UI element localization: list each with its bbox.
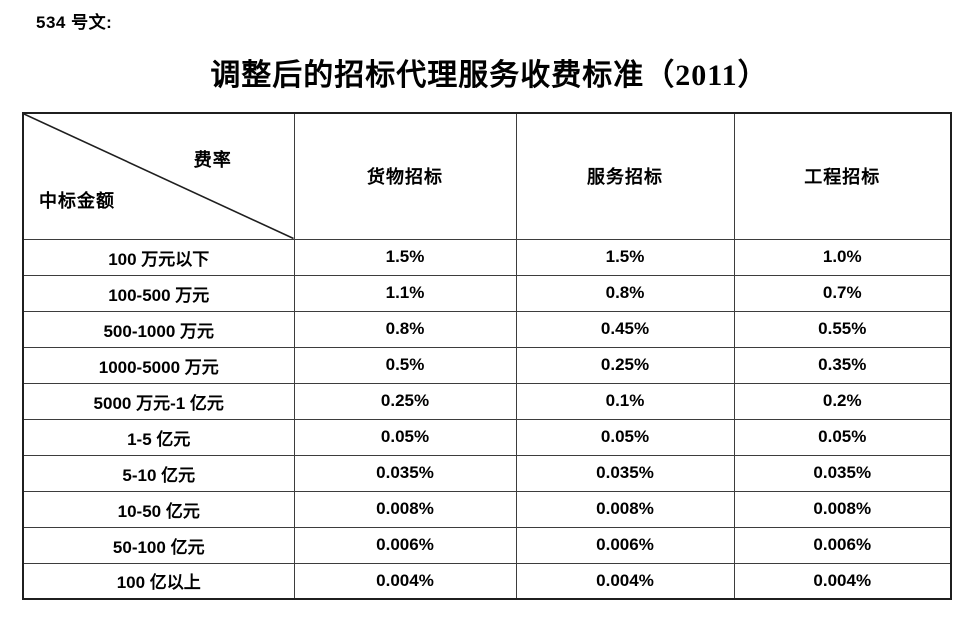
row-label: 5000 万元-1 亿元 bbox=[22, 382, 295, 420]
header-row: 费率 中标金额 货物招标 服务招标 工程招标 bbox=[22, 112, 952, 240]
table-row: 5-10 亿元 0.035% 0.035% 0.035% bbox=[22, 454, 952, 492]
row-label: 100 亿以上 bbox=[22, 562, 295, 600]
table-row: 100-500 万元 1.1% 0.8% 0.7% bbox=[22, 274, 952, 312]
rate-cell: 0.008% bbox=[733, 490, 952, 528]
corner-label-amount: 中标金额 bbox=[39, 190, 115, 211]
rate-cell: 0.035% bbox=[515, 454, 735, 492]
rate-cell: 0.008% bbox=[293, 490, 517, 528]
corner-label-rate: 费率 bbox=[193, 150, 232, 170]
rate-cell: 0.035% bbox=[733, 454, 952, 492]
rate-cell: 0.55% bbox=[733, 310, 952, 348]
rate-cell: 0.8% bbox=[293, 310, 517, 348]
rate-cell: 0.7% bbox=[733, 274, 952, 312]
rate-cell: 0.004% bbox=[293, 562, 517, 600]
table-row: 50-100 亿元 0.006% 0.006% 0.006% bbox=[22, 526, 952, 564]
rate-cell: 0.035% bbox=[293, 454, 517, 492]
diagonal-corner-cell: 费率 中标金额 bbox=[22, 112, 295, 240]
diagonal-line bbox=[24, 114, 294, 239]
row-label: 50-100 亿元 bbox=[22, 526, 295, 564]
table-row: 10-50 亿元 0.008% 0.008% 0.008% bbox=[22, 490, 952, 528]
row-label: 1-5 亿元 bbox=[22, 418, 295, 456]
table-row: 500-1000 万元 0.8% 0.45% 0.55% bbox=[22, 310, 952, 348]
rate-cell: 0.05% bbox=[515, 418, 735, 456]
rate-cell: 0.004% bbox=[733, 562, 952, 600]
rate-cell: 0.2% bbox=[733, 382, 952, 420]
rate-cell: 1.1% bbox=[293, 274, 517, 312]
doc-number-label: 534 号文: bbox=[36, 13, 113, 32]
fee-rate-table: 费率 中标金额 货物招标 服务招标 工程招标 100 万元以下 1.5% 1.5… bbox=[22, 112, 952, 600]
rate-cell: 0.006% bbox=[515, 526, 735, 564]
rate-cell: 1.5% bbox=[515, 238, 735, 276]
rate-cell: 0.25% bbox=[515, 346, 735, 384]
rate-cell: 1.5% bbox=[293, 238, 517, 276]
row-label: 1000-5000 万元 bbox=[22, 346, 295, 384]
rate-cell: 0.45% bbox=[515, 310, 735, 348]
rate-cell: 0.05% bbox=[733, 418, 952, 456]
rate-cell: 0.05% bbox=[293, 418, 517, 456]
rate-cell: 0.006% bbox=[733, 526, 952, 564]
page-title: 调整后的招标代理服务收费标准（2011） bbox=[210, 59, 769, 92]
rate-cell: 0.5% bbox=[293, 346, 517, 384]
table-row: 100 万元以下 1.5% 1.5% 1.0% bbox=[22, 238, 952, 276]
table-row: 1000-5000 万元 0.5% 0.25% 0.35% bbox=[22, 346, 952, 384]
rate-cell: 0.1% bbox=[515, 382, 735, 420]
rate-cell: 0.35% bbox=[733, 346, 952, 384]
table-row: 1-5 亿元 0.05% 0.05% 0.05% bbox=[22, 418, 952, 456]
table-row: 100 亿以上 0.004% 0.004% 0.004% bbox=[22, 562, 952, 600]
row-label: 500-1000 万元 bbox=[22, 310, 295, 348]
column-header-services: 服务招标 bbox=[515, 112, 735, 240]
rate-cell: 0.004% bbox=[515, 562, 735, 600]
column-header-engineering: 工程招标 bbox=[733, 112, 952, 240]
row-label: 100 万元以下 bbox=[22, 238, 295, 276]
rate-cell: 1.0% bbox=[733, 238, 952, 276]
table-row: 5000 万元-1 亿元 0.25% 0.1% 0.2% bbox=[22, 382, 952, 420]
rate-cell: 0.8% bbox=[515, 274, 735, 312]
rate-cell: 0.25% bbox=[293, 382, 517, 420]
row-label: 100-500 万元 bbox=[22, 274, 295, 312]
row-label: 10-50 亿元 bbox=[22, 490, 295, 528]
column-header-goods: 货物招标 bbox=[293, 112, 517, 240]
rate-cell: 0.006% bbox=[293, 526, 517, 564]
row-label: 5-10 亿元 bbox=[22, 454, 295, 492]
rate-cell: 0.008% bbox=[515, 490, 735, 528]
